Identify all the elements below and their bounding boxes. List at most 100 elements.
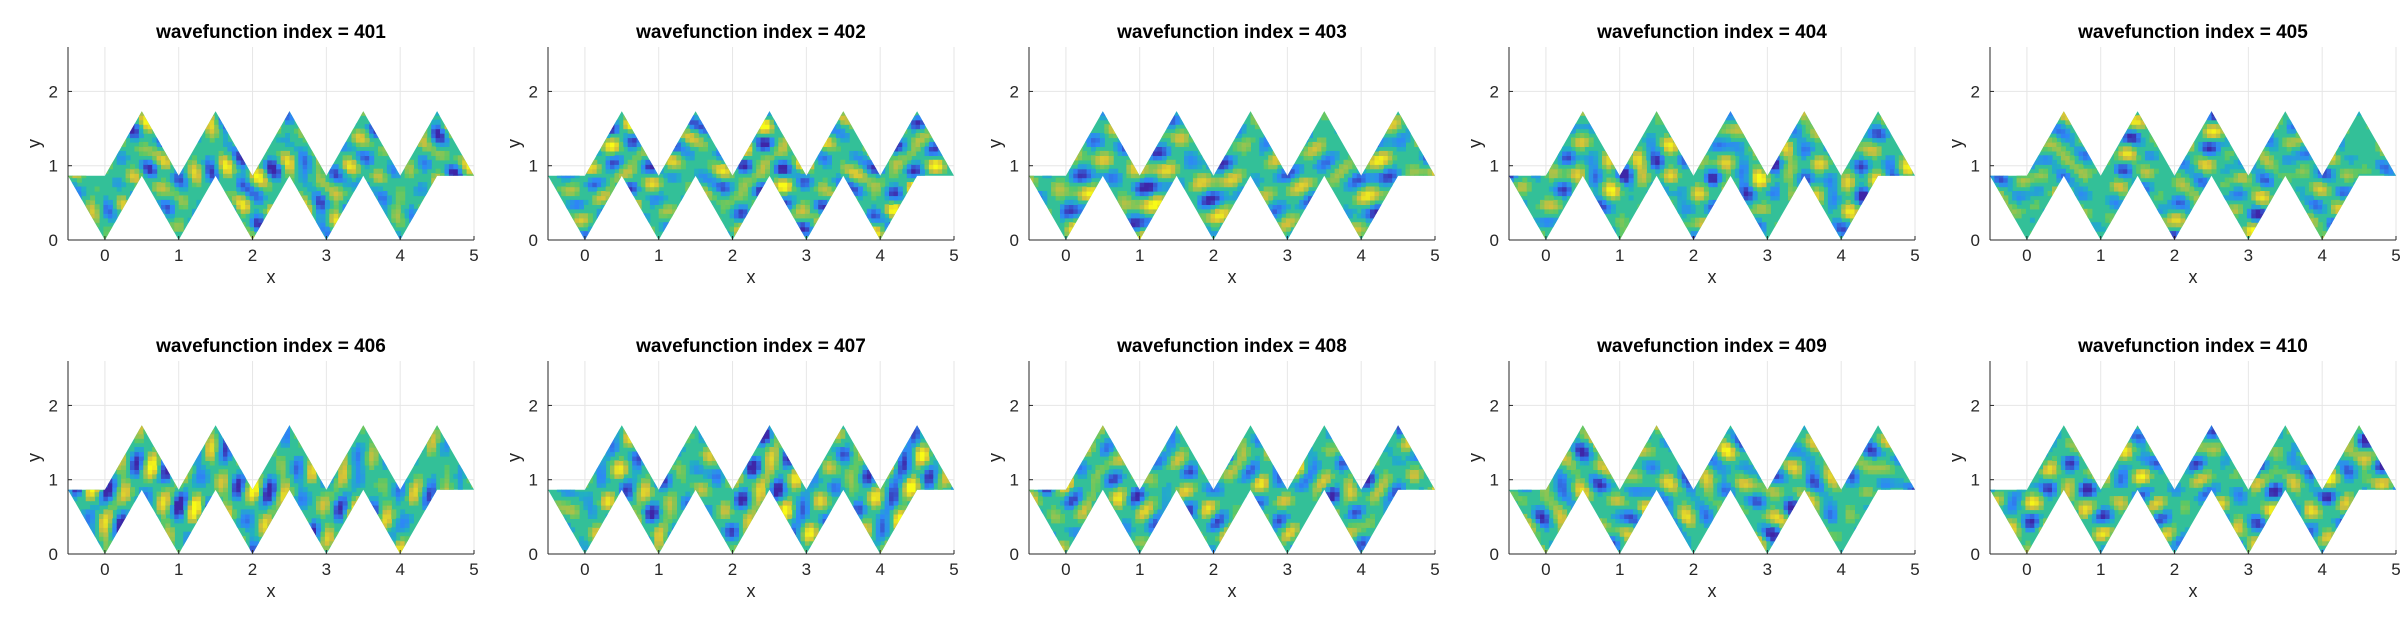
axes: 0 1 2 3 4 5 0 1 2 — [1010, 361, 1440, 579]
y-tick-label: 0 — [49, 231, 58, 250]
axes: 0 1 2 3 4 5 0 1 2 — [1010, 47, 1440, 265]
y-axis-label: y — [24, 139, 44, 148]
y-tick-label: 2 — [49, 396, 58, 415]
x-tick-label: 4 — [1356, 560, 1365, 579]
y-axis-label: y — [504, 453, 524, 462]
x-tick-label: 5 — [1910, 246, 1919, 265]
x-tick-label: 1 — [1615, 560, 1624, 579]
y-tick-label: 2 — [1010, 82, 1019, 101]
x-tick-label: 4 — [875, 246, 884, 265]
x-axis-label: x — [267, 267, 276, 287]
y-tick-label: 0 — [1490, 231, 1499, 250]
x-tick-label: 1 — [174, 246, 183, 265]
y-tick-label: 1 — [529, 157, 538, 176]
subplot-title: wavefunction index = 409 — [1596, 336, 1827, 357]
x-tick-label: 3 — [1283, 246, 1292, 265]
y-axis-label: y — [985, 453, 1005, 462]
y-tick-label: 1 — [49, 471, 58, 490]
x-tick-label: 3 — [1283, 560, 1292, 579]
x-tick-label: 1 — [1615, 246, 1624, 265]
x-axis-label: x — [2189, 581, 2198, 601]
x-tick-label: 0 — [2022, 246, 2031, 265]
x-tick-label: 2 — [1209, 246, 1218, 265]
y-tick-label: 2 — [1490, 82, 1499, 101]
axes: 0 1 2 3 4 5 0 1 2 — [1971, 47, 2401, 265]
x-tick-label: 0 — [1541, 246, 1550, 265]
x-axis-label: x — [2189, 267, 2198, 287]
y-tick-label: 0 — [1971, 231, 1980, 250]
x-tick-label: 2 — [248, 246, 257, 265]
x-axis-label: x — [1228, 581, 1237, 601]
x-axis-label: x — [1708, 267, 1717, 287]
x-tick-label: 3 — [1763, 246, 1772, 265]
y-axis-label: y — [1946, 139, 1966, 148]
x-tick-label: 3 — [802, 246, 811, 265]
x-tick-label: 1 — [654, 560, 663, 579]
x-tick-label: 1 — [1135, 560, 1144, 579]
x-tick-label: 3 — [322, 246, 331, 265]
x-tick-label: 2 — [248, 560, 257, 579]
y-axis-label: y — [985, 139, 1005, 148]
x-tick-label: 4 — [2317, 246, 2326, 265]
y-tick-label: 1 — [49, 157, 58, 176]
x-tick-label: 2 — [1689, 560, 1698, 579]
y-tick-label: 2 — [1971, 82, 1980, 101]
x-tick-label: 1 — [654, 246, 663, 265]
subplot-title: wavefunction index = 406 — [155, 336, 386, 357]
axes: 0 1 2 3 4 5 0 1 2 — [529, 361, 959, 579]
x-tick-label: 4 — [875, 560, 884, 579]
x-tick-label: 1 — [2096, 246, 2105, 265]
x-tick-label: 4 — [2317, 560, 2326, 579]
axes: 0 1 2 3 4 5 0 1 2 — [529, 47, 959, 265]
x-tick-label: 1 — [174, 560, 183, 579]
x-axis-label: x — [747, 267, 756, 287]
axes: 0 1 2 3 4 5 0 1 2 — [1490, 361, 1920, 579]
subplot-title: wavefunction index = 410 — [2077, 336, 2308, 357]
y-tick-label: 0 — [1010, 545, 1019, 564]
y-tick-label: 1 — [1971, 471, 1980, 490]
x-tick-label: 0 — [100, 246, 109, 265]
y-axis-label: y — [24, 453, 44, 462]
y-tick-label: 0 — [529, 231, 538, 250]
x-tick-label: 2 — [2170, 560, 2179, 579]
y-tick-label: 1 — [1490, 157, 1499, 176]
x-tick-label: 5 — [1430, 246, 1439, 265]
x-tick-label: 5 — [2391, 560, 2400, 579]
subplot-title: wavefunction index = 402 — [635, 22, 866, 43]
y-tick-label: 0 — [49, 545, 58, 564]
x-tick-label: 1 — [1135, 246, 1144, 265]
x-tick-label: 4 — [1356, 246, 1365, 265]
x-tick-label: 5 — [469, 560, 478, 579]
y-tick-label: 1 — [1010, 157, 1019, 176]
axes: 0 1 2 3 4 5 0 1 2 — [1971, 361, 2401, 579]
x-tick-label: 4 — [1836, 246, 1845, 265]
x-tick-label: 3 — [2244, 246, 2253, 265]
x-tick-label: 5 — [1430, 560, 1439, 579]
x-tick-label: 5 — [1910, 560, 1919, 579]
x-tick-label: 4 — [395, 560, 404, 579]
axes: 0 1 2 3 4 5 0 1 2 — [49, 361, 479, 579]
x-axis-label: x — [267, 581, 276, 601]
subplot-title: wavefunction index = 404 — [1596, 22, 1827, 43]
y-tick-label: 0 — [1010, 231, 1019, 250]
y-tick-label: 2 — [1971, 396, 1980, 415]
axes: 0 1 2 3 4 5 0 1 2 — [49, 47, 479, 265]
x-tick-label: 0 — [1541, 560, 1550, 579]
y-axis-label: y — [1465, 453, 1485, 462]
y-tick-label: 2 — [529, 396, 538, 415]
x-tick-label: 0 — [1061, 560, 1070, 579]
y-tick-label: 2 — [1490, 396, 1499, 415]
x-tick-label: 2 — [1209, 560, 1218, 579]
x-tick-label: 3 — [2244, 560, 2253, 579]
x-tick-label: 0 — [580, 246, 589, 265]
y-tick-label: 1 — [529, 471, 538, 490]
